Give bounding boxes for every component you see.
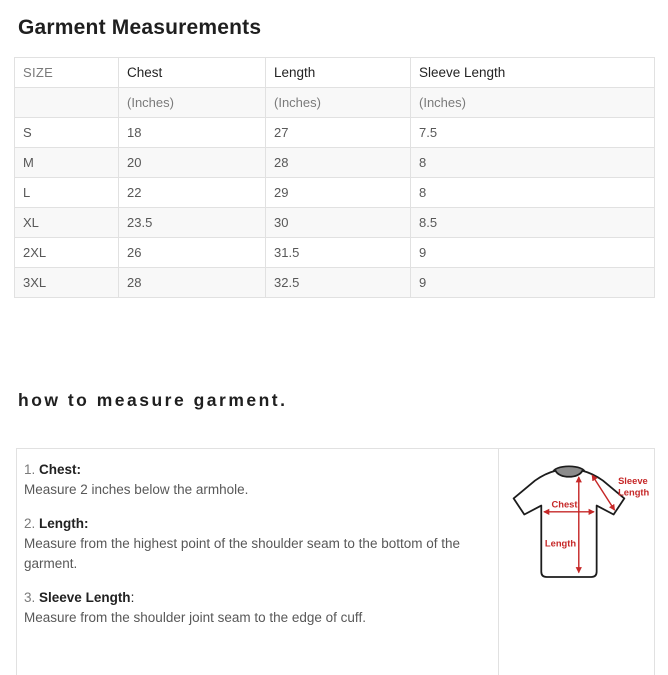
- cell-size: S: [14, 117, 119, 148]
- cell-chest: 18: [118, 117, 266, 148]
- sleeve-length-label-line1: Sleeve: [618, 476, 648, 486]
- cell-length: 32.5: [265, 267, 411, 298]
- instruction-number: 2.: [24, 516, 36, 531]
- cell-chest: 22: [118, 177, 266, 208]
- unit-cell-chest: (Inches): [118, 87, 266, 118]
- instructions-list: 1. Chest: Measure 2 inches below the arm…: [17, 449, 499, 675]
- cell-length: 28: [265, 147, 411, 178]
- tshirt-measurement-diagram: Chest Length Sleeve Length: [512, 465, 649, 578]
- cell-length: 29: [265, 177, 411, 208]
- measure-instructions-box: 1. Chest: Measure 2 inches below the arm…: [16, 448, 655, 675]
- tshirt-outline: [512, 469, 625, 578]
- table-row: L 22 29 8: [14, 177, 655, 208]
- instruction-label: Sleeve Length: [39, 590, 131, 605]
- unit-cell-empty: [14, 87, 119, 118]
- instruction-label: Length:: [39, 516, 89, 531]
- cell-sleeve: 8: [410, 147, 655, 178]
- column-header-size: SIZE: [14, 57, 119, 88]
- cell-length: 27: [265, 117, 411, 148]
- table-row: 3XL 28 32.5 9: [14, 267, 655, 298]
- instruction-text: Measure 2 inches below the armhole.: [24, 482, 249, 497]
- cell-size: 3XL: [14, 267, 119, 298]
- cell-size: M: [14, 147, 119, 178]
- cell-sleeve: 8.5: [410, 207, 655, 238]
- length-label: Length: [544, 539, 575, 549]
- cell-length: 31.5: [265, 237, 411, 268]
- column-header-sleeve-length: Sleeve Length: [410, 57, 655, 88]
- cell-size: L: [14, 177, 119, 208]
- table-row: M 20 28 8: [14, 147, 655, 178]
- cell-sleeve: 7.5: [410, 117, 655, 148]
- diagram-column: Chest Length Sleeve Length: [499, 449, 654, 675]
- cell-length: 30: [265, 207, 411, 238]
- cell-sleeve: 8: [410, 177, 655, 208]
- size-table: SIZE Chest Length Sleeve Length (Inches)…: [14, 57, 655, 298]
- cell-chest: 20: [118, 147, 266, 178]
- sleeve-length-label-line2: Length: [618, 488, 649, 498]
- table-unit-row: (Inches) (Inches) (Inches): [14, 87, 655, 118]
- table-row: XL 23.5 30 8.5: [14, 207, 655, 238]
- instruction-label-suffix: :: [130, 590, 135, 605]
- cell-chest: 26: [118, 237, 266, 268]
- instruction-label: Chest:: [39, 462, 82, 477]
- instruction-number: 3.: [24, 590, 36, 605]
- chest-label: Chest: [551, 499, 577, 509]
- column-header-chest: Chest: [118, 57, 266, 88]
- page-title: Garment Measurements: [18, 16, 262, 39]
- instruction-text: Measure from the shoulder joint seam to …: [24, 610, 366, 625]
- sleeve-length-arrow: [591, 474, 615, 511]
- cell-sleeve: 9: [410, 267, 655, 298]
- cell-sleeve: 9: [410, 237, 655, 268]
- cell-chest: 28: [118, 267, 266, 298]
- cell-size: 2XL: [14, 237, 119, 268]
- instruction-item-sleeve-length: 3. Sleeve Length: Measure from the shoul…: [24, 588, 486, 628]
- instruction-item-length: 2. Length: Measure from the highest poin…: [24, 514, 486, 574]
- unit-cell-length: (Inches): [265, 87, 411, 118]
- table-header-row: SIZE Chest Length Sleeve Length: [14, 57, 655, 88]
- instruction-item-chest: 1. Chest: Measure 2 inches below the arm…: [24, 460, 486, 500]
- instruction-number: 1.: [24, 462, 36, 477]
- cell-chest: 23.5: [118, 207, 266, 238]
- column-header-length: Length: [265, 57, 411, 88]
- table-row: 2XL 26 31.5 9: [14, 237, 655, 268]
- table-row: S 18 27 7.5: [14, 117, 655, 148]
- section-title: how to measure garment.: [18, 390, 288, 410]
- cell-size: XL: [14, 207, 119, 238]
- unit-cell-sleeve: (Inches): [410, 87, 655, 118]
- instruction-text: Measure from the highest point of the sh…: [24, 536, 461, 571]
